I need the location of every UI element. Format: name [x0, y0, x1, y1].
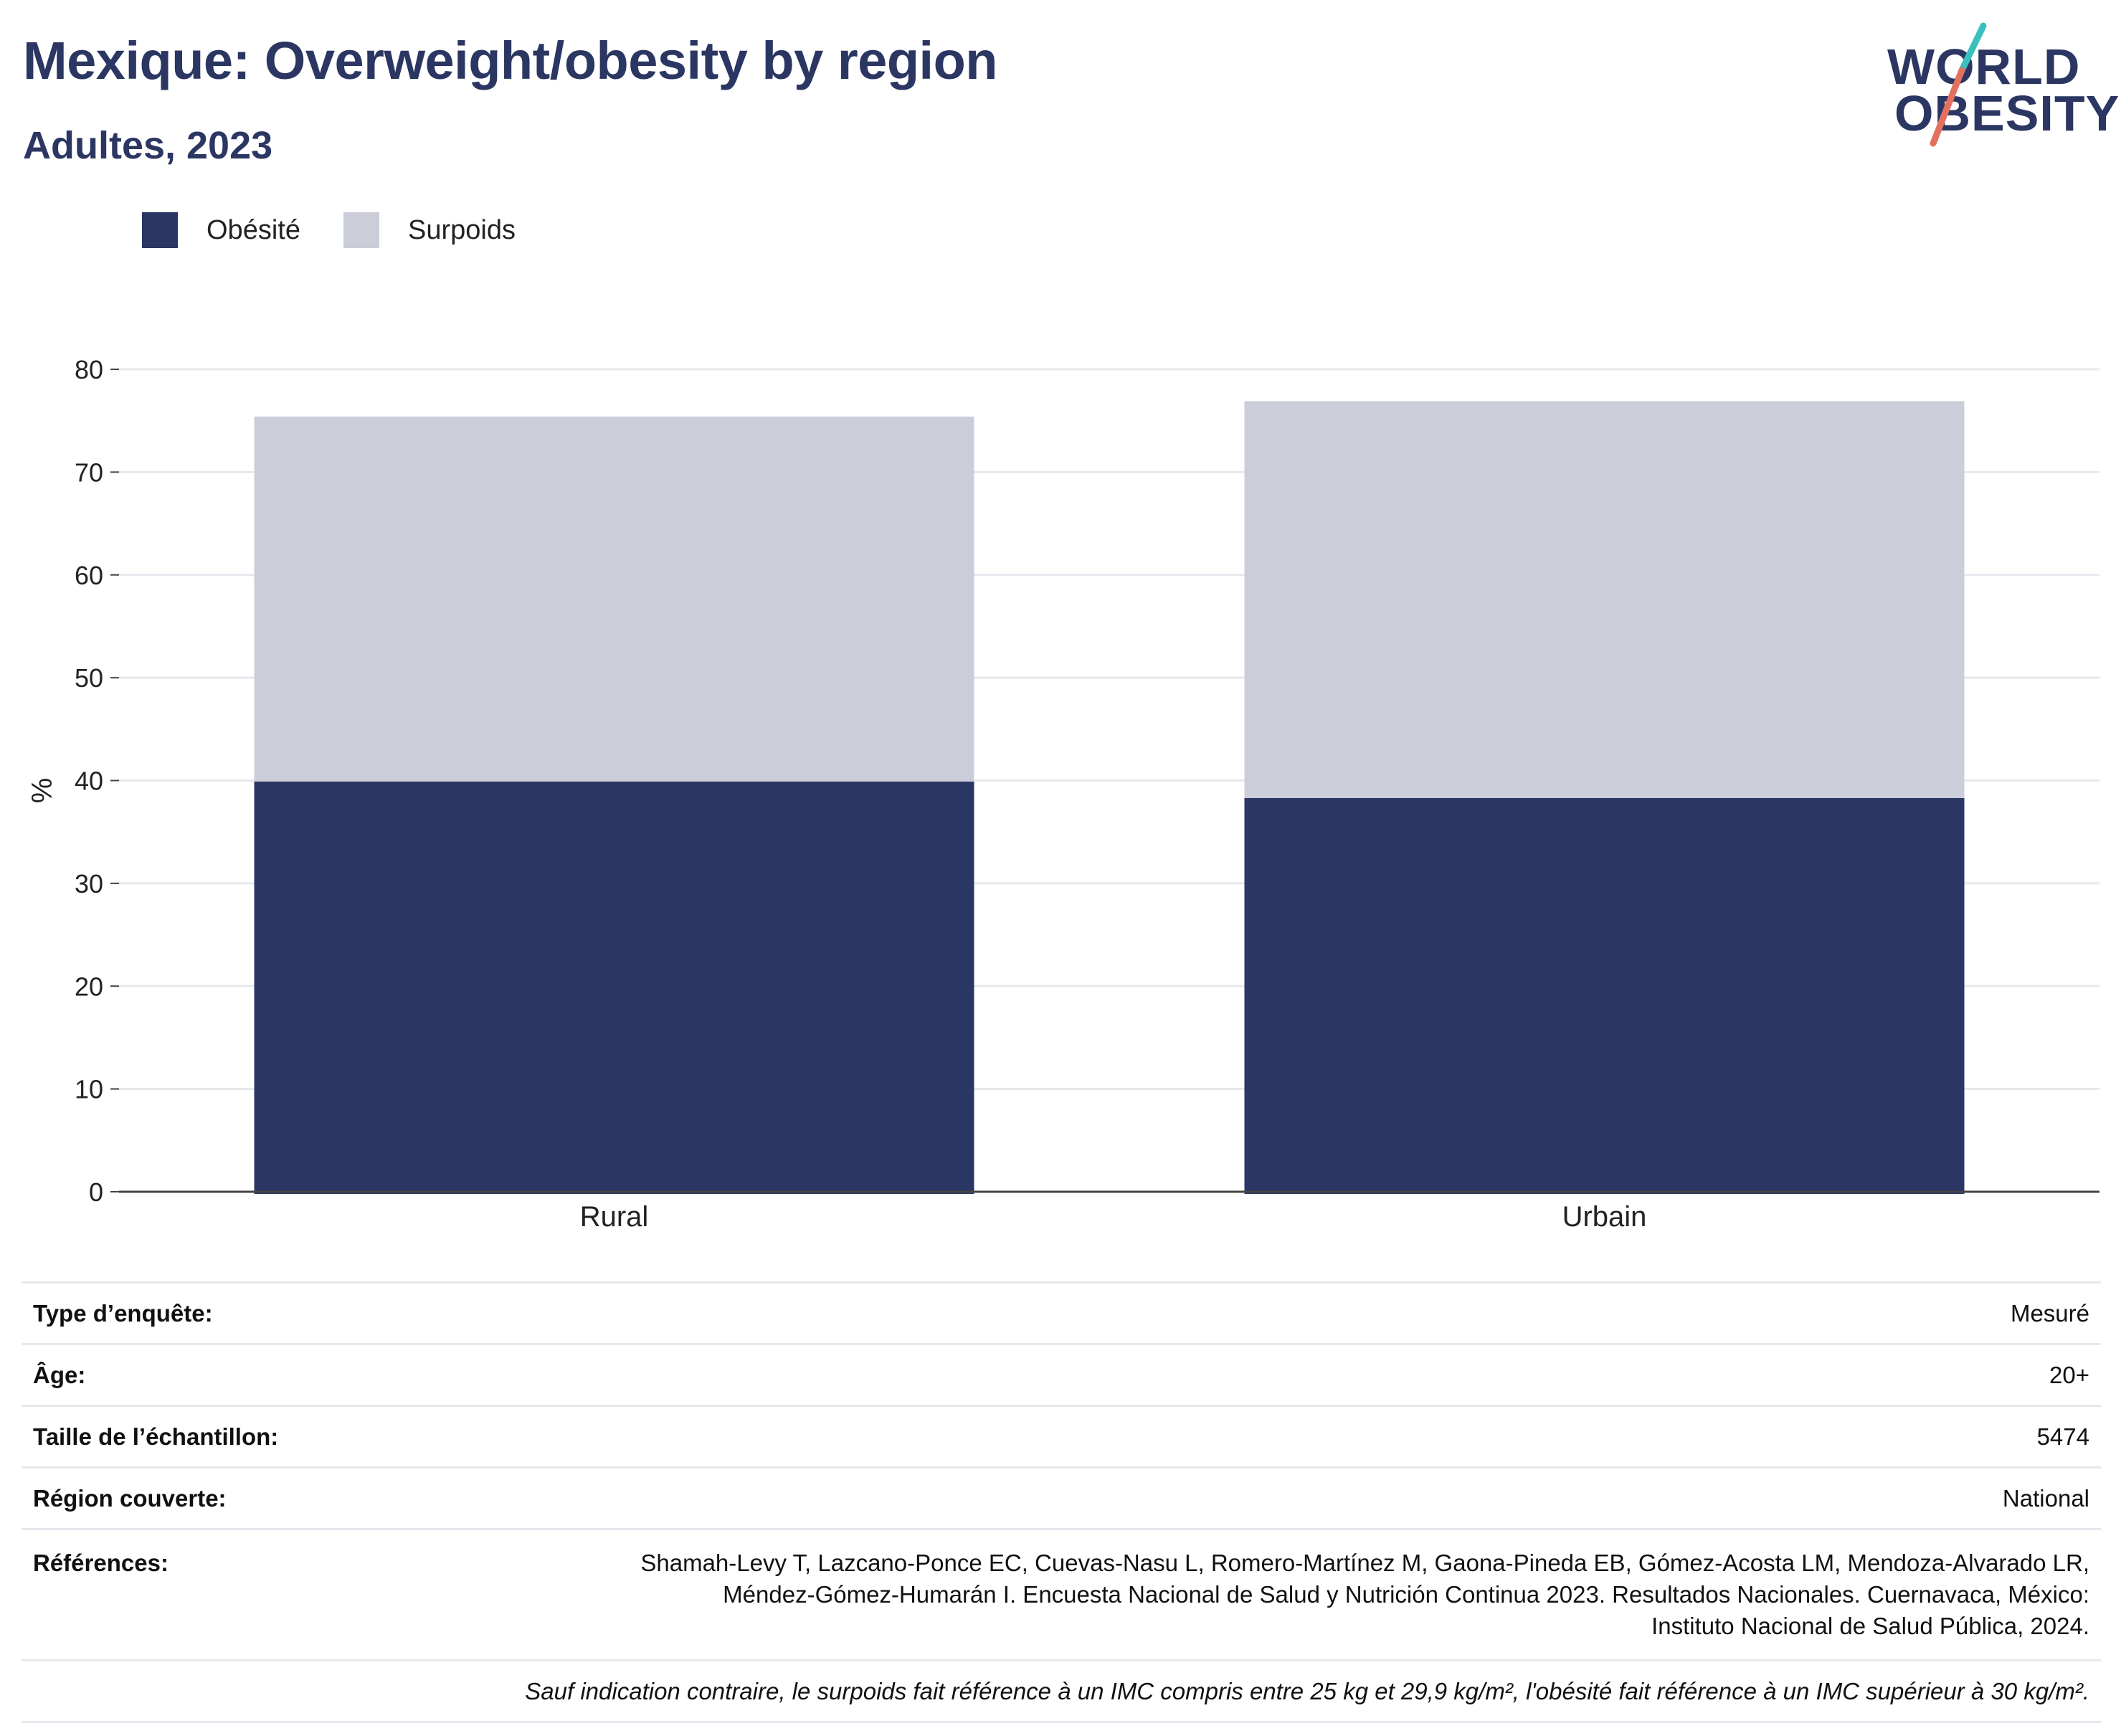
info-label: Région couverte: — [22, 1466, 343, 1529]
reference-line: Shamah-Levy T, Lazcano-Ponce EC, Cuevas-… — [640, 1550, 2089, 1576]
y-axis-label: % — [27, 778, 58, 804]
definition-note: Sauf indication contraire, le surpoids f… — [22, 1659, 2101, 1723]
info-value: 20+ — [342, 1343, 2101, 1406]
bar-chart: 0 10 20 30 40 50 60 70 80% Rural Urbain — [27, 355, 2099, 1233]
legend-label-surpoids: Surpoids — [407, 214, 516, 245]
logo-word-world: WORLD — [1887, 39, 2081, 95]
info-value: 5474 — [342, 1405, 2101, 1468]
legend-item-obesite: Obésité — [142, 212, 300, 248]
info-label: Taille de l’échantillon: — [22, 1405, 343, 1468]
chart-legend: Obésité Surpoids — [142, 212, 559, 248]
info-row-note: Sauf indication contraire, le surpoids f… — [22, 1659, 2101, 1723]
legend-item-surpoids: Surpoids — [343, 212, 516, 248]
references-text: Shamah-Levy T, Lazcano-Ponce EC, Cuevas-… — [342, 1528, 2101, 1661]
bar-surpoids-rural — [254, 416, 974, 782]
info-row-survey-type: Type d’enquête: Mesuré — [22, 1281, 2101, 1344]
y-tick-label: 0 — [89, 1177, 103, 1207]
y-tick-label: 50 — [75, 663, 103, 693]
chart-title: Mexique: Overweight/obesity by region — [23, 31, 998, 90]
info-row-sample-size: Taille de l’échantillon: 5474 — [22, 1405, 2101, 1468]
reference-line: Méndez-Gómez-Humarán I. Encuesta Naciona… — [723, 1581, 2089, 1608]
chart-subtitle: Adultes, 2023 — [23, 124, 273, 167]
x-category-label: Urbain — [1562, 1201, 1647, 1233]
legend-label-obesite: Obésité — [207, 214, 300, 245]
logo-word-obesity: OBESITY — [1894, 85, 2120, 141]
reference-line: Instituto Nacional de Salud Pública, 202… — [1651, 1613, 2089, 1639]
x-category-label: Rural — [580, 1201, 649, 1233]
y-tick-label: 70 — [75, 457, 103, 487]
info-label: Type d’enquête: — [22, 1281, 343, 1344]
world-obesity-logo: WORLD OBESITY — [1874, 20, 2119, 156]
y-tick-label: 80 — [75, 355, 103, 384]
legend-swatch-obesite — [142, 212, 178, 248]
info-value: National — [342, 1466, 2101, 1529]
info-row-references: Références: Shamah-Levy T, Lazcano-Ponce… — [22, 1528, 2101, 1661]
info-label: Références: — [22, 1528, 343, 1661]
bar-obesite-urbain — [1244, 797, 1965, 1194]
y-tick-label: 20 — [75, 972, 103, 1001]
info-row-region: Région couverte: National — [22, 1466, 2101, 1529]
bar-surpoids-urbain — [1244, 401, 1965, 798]
info-row-age: Âge: 20+ — [22, 1343, 2101, 1406]
y-tick-label: 60 — [75, 561, 103, 590]
survey-info-table: Type d’enquête: Mesuré Âge: 20+ Taille d… — [22, 1281, 2101, 1723]
info-label: Âge: — [22, 1343, 343, 1406]
bar-obesite-rural — [254, 781, 974, 1194]
legend-swatch-surpoids — [343, 212, 379, 248]
y-tick-label: 30 — [75, 869, 103, 898]
y-tick-label: 40 — [75, 767, 103, 796]
logo-slash-icon — [1930, 22, 1987, 147]
y-tick-label: 10 — [75, 1075, 103, 1104]
info-value: Mesuré — [342, 1281, 2101, 1344]
